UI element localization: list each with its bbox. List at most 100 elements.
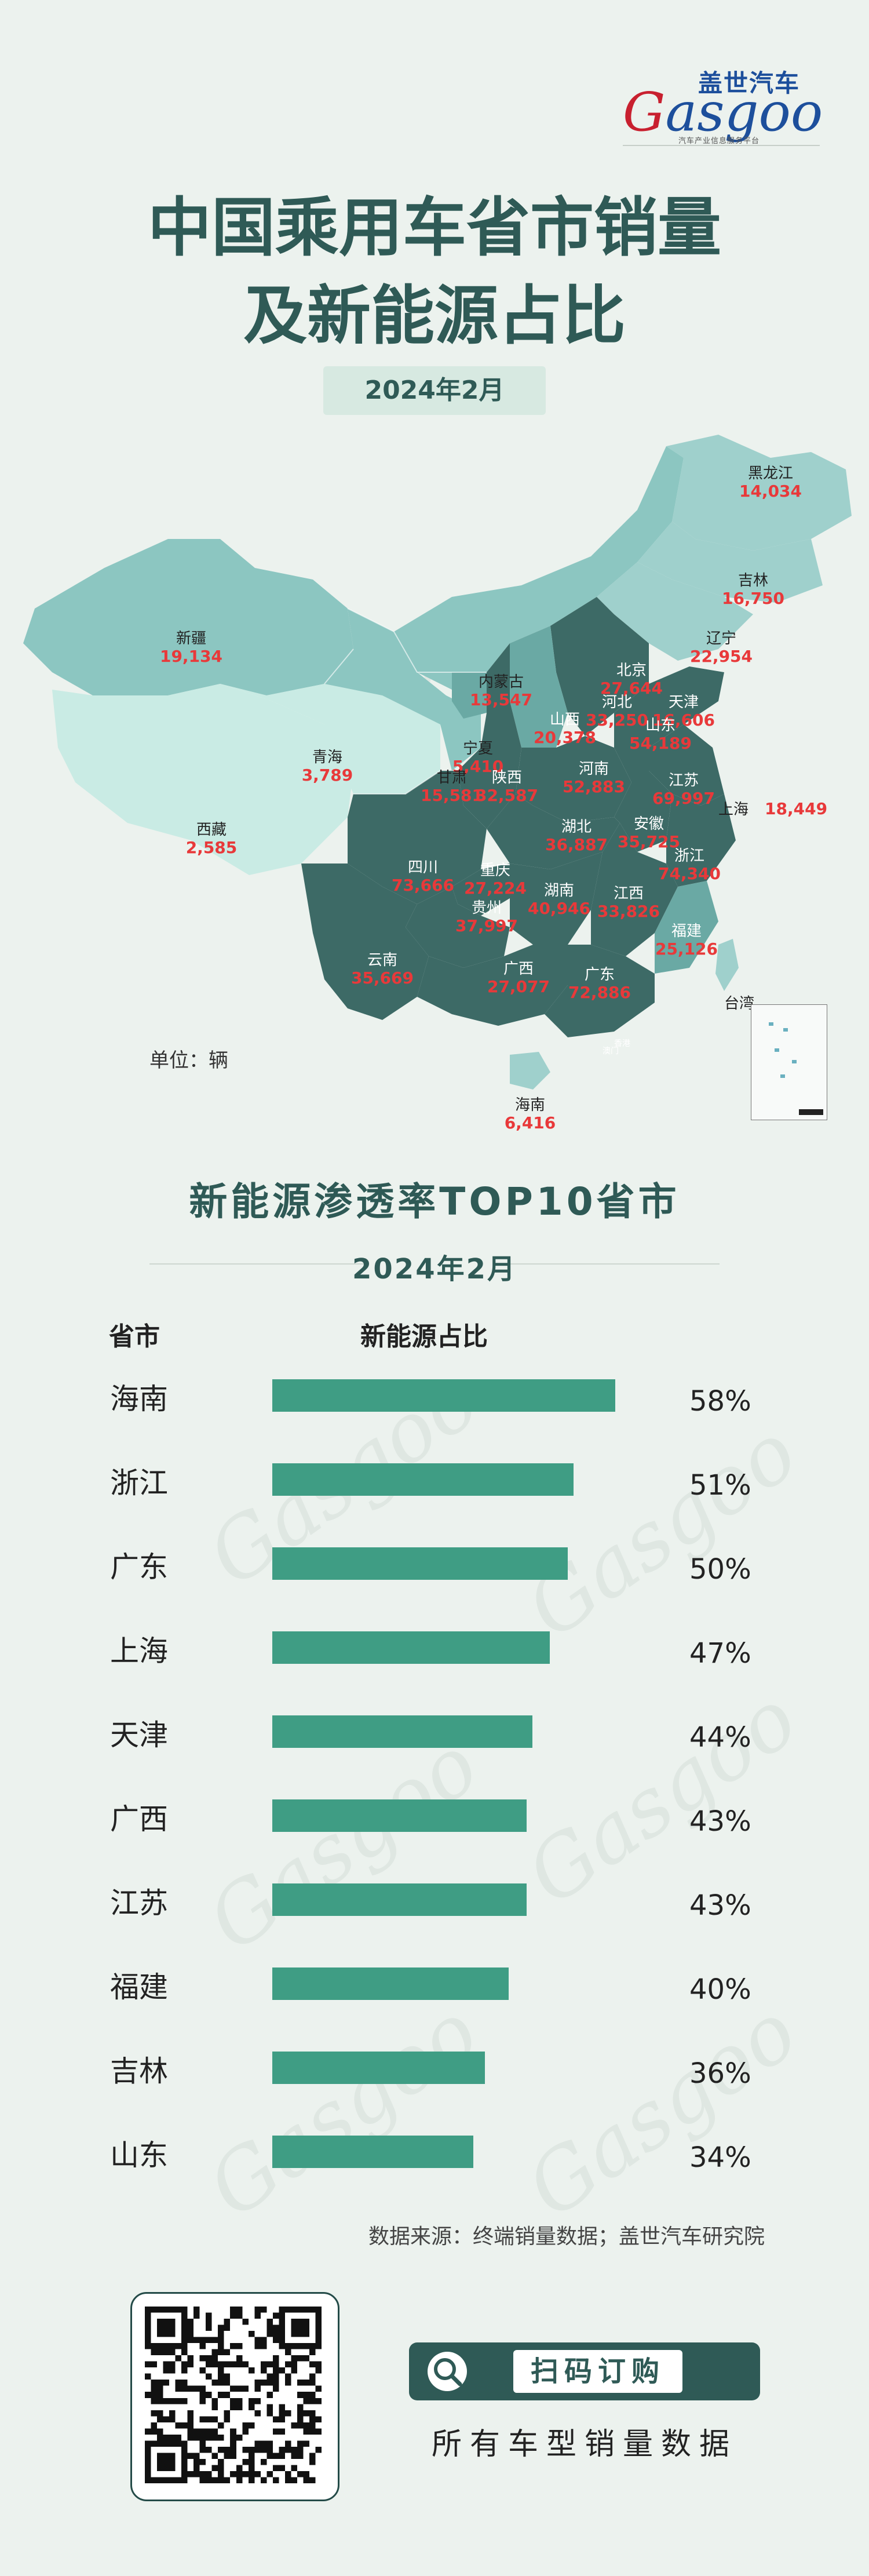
map-region-value-12: 15,581	[421, 786, 483, 805]
map-region-value-1: 16,750	[722, 589, 784, 608]
map-region-value-4: 13,547	[470, 690, 532, 709]
map-region-value-3: 19,134	[160, 647, 222, 666]
bar-4	[272, 1715, 532, 1748]
bar-chart-subtitle: 2024年2月	[352, 1253, 517, 1285]
region-shape-hainan	[510, 1052, 550, 1090]
qr-code[interactable]	[130, 2292, 339, 2501]
region-shape-guangxi	[417, 945, 568, 1026]
map-region-value-27: 35,669	[351, 968, 414, 988]
map-region-name-28: 广西	[503, 960, 534, 978]
region-shape-jiangxi	[591, 823, 678, 956]
column-header-province: 省市	[109, 1322, 160, 1351]
bar-value-label-8: 36%	[689, 2057, 751, 2090]
brand-name-cn: 盖世汽车	[698, 69, 801, 97]
map-region-name-7: 河北	[602, 694, 632, 711]
region-shape-sichuan	[348, 771, 487, 904]
bar-category-label-5: 广西	[110, 1802, 168, 1836]
map-region-name-25: 贵州	[472, 899, 502, 917]
map-region-name-5: 北京	[616, 662, 647, 679]
map-region-value-19: 36,887	[545, 835, 608, 854]
bar-value-label-0: 58%	[689, 1385, 751, 1418]
bar-value-label-3: 47%	[689, 1637, 751, 1670]
region-shape-neimenggu	[394, 446, 684, 695]
map-region-value-21: 74,340	[658, 864, 721, 883]
map-region-name-0: 黑龙江	[748, 465, 793, 482]
map-region-value-24: 33,826	[597, 902, 660, 921]
region-shape-shaanxi	[458, 643, 521, 829]
map-extra-label-taiwan: 台湾	[724, 995, 754, 1012]
bar-7	[272, 1967, 509, 2000]
map-region-name-21: 浙江	[674, 847, 704, 865]
bar-5	[272, 1799, 527, 1832]
brand-tagline: 汽车产业信息服务平台	[678, 137, 760, 145]
bar-value-label-5: 43%	[689, 1805, 751, 1838]
map-region-name-6: 天津	[669, 694, 699, 711]
region-shape-xinjiang	[23, 539, 353, 695]
map-region-value-29: 72,886	[568, 983, 631, 1002]
logo-divider	[623, 145, 820, 146]
bar-category-label-3: 上海	[110, 1634, 168, 1668]
bar-category-label-0: 海南	[110, 1382, 168, 1416]
region-shape-hubei	[487, 794, 620, 869]
map-region-name-14: 河南	[579, 760, 609, 778]
region-shape-henan	[516, 736, 631, 823]
data-source: 数据来源：终端销量数据；盖世汽车研究院	[368, 2225, 765, 2249]
map-region-name-12: 甘肃	[437, 769, 467, 786]
map-region-value-2: 22,954	[690, 647, 753, 666]
region-shape-chongqing	[452, 863, 510, 916]
bar-category-label-9: 山东	[110, 2138, 168, 2172]
map-region-value-22: 27,224	[464, 879, 527, 898]
scan-button-label: 扫码订购	[513, 2350, 682, 2393]
bar-category-label-2: 广东	[110, 1550, 168, 1584]
bar-value-label-4: 44%	[689, 1721, 751, 1754]
region-shape-zhejiang	[666, 794, 736, 887]
region-shape-taiwan	[715, 939, 739, 991]
map-region-value-15: 69,997	[652, 789, 715, 808]
date-rule-left	[149, 1263, 364, 1265]
map-region-name-24: 江西	[614, 885, 644, 902]
map-region-name-9: 山东	[645, 717, 676, 734]
scan-to-subscribe-button[interactable]: 扫码订购	[409, 2342, 760, 2400]
region-shape-yunnan	[301, 863, 429, 1020]
bar-category-label-1: 浙江	[110, 1466, 168, 1500]
map-region-name-8: 山西	[550, 711, 580, 728]
map-region-value-13: 32,587	[476, 786, 538, 805]
map-region-value-11: 3,789	[302, 766, 353, 785]
bar-chart-title: 新能源渗透率TOP10省市	[189, 1179, 680, 1224]
region-shape-hunan	[510, 852, 603, 945]
map-region-value-6: 16,606	[652, 711, 715, 730]
map-region-name-16: 上海	[718, 801, 748, 818]
map-region-value-8: 20,378	[534, 728, 596, 747]
region-shape-qinghai	[220, 684, 440, 794]
bar-8	[272, 2052, 485, 2084]
map-region-value-9: 54,189	[629, 734, 692, 753]
region-shape-shandong	[614, 666, 724, 748]
region-shape-ningxia	[452, 672, 487, 719]
subscribe-subtitle: 所有车型销量数据	[431, 2427, 737, 2462]
bar-9	[272, 2136, 473, 2168]
map-region-name-19: 湖北	[561, 818, 591, 836]
bar-category-label-7: 福建	[110, 1970, 168, 2004]
map-region-name-13: 陕西	[492, 769, 522, 786]
region-shape-shanxi	[510, 626, 568, 748]
region-shape-gansu	[324, 609, 481, 771]
bar-value-label-6: 43%	[689, 1889, 751, 1922]
map-region-value-25: 37,997	[455, 916, 518, 935]
map-region-name-18: 四川	[408, 859, 438, 876]
map-extra-label-hongkong: 香港	[614, 1039, 630, 1048]
map-region-value-20: 35,725	[618, 832, 680, 851]
map-region-name-4: 内蒙古	[479, 673, 524, 691]
map-region-name-20: 安徽	[634, 815, 664, 833]
map-unit-label: 单位：辆	[149, 1049, 228, 1072]
search-icon	[428, 2352, 467, 2391]
bar-value-label-9: 34%	[689, 2141, 751, 2174]
date-badge: 2024年2月	[323, 366, 546, 415]
map-region-value-5: 27,644	[600, 679, 663, 698]
map-extra-label-macau: 澳门	[603, 1047, 619, 1056]
map-region-name-22: 重庆	[480, 862, 510, 879]
map-region-name-30: 海南	[515, 1096, 545, 1114]
region-shape-tibet	[52, 684, 353, 875]
gasgoo-logo: 盖世汽车 Gasgoo 汽车产业信息服务平台	[623, 64, 823, 146]
map-region-name-10: 宁夏	[463, 740, 493, 757]
